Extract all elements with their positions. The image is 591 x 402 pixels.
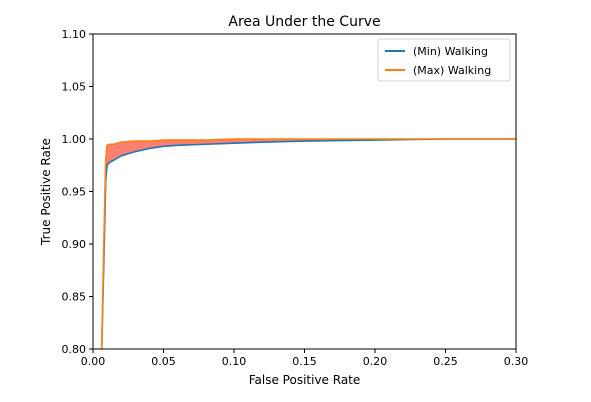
fill-between-area	[101, 139, 516, 349]
plot-clip-group	[100, 138, 516, 349]
plot-area	[100, 138, 516, 349]
y-tick-label: 0.85	[62, 291, 87, 304]
x-tick-label: 0.25	[433, 355, 458, 368]
series-line-0	[100, 138, 516, 349]
x-axis-label: False Positive Rate	[249, 373, 361, 387]
series-line-1	[100, 138, 516, 349]
axis-ticks: 0.00 0.05 0.10 0.15 0.20 0.25 0.30 0.80 0.85 0.90…	[62, 28, 529, 368]
y-tick-label: 0.90	[62, 238, 87, 251]
x-tick-label: 0.10	[222, 355, 247, 368]
y-tick-label: 0.80	[62, 343, 87, 356]
y-axis-label: True Positive Rate	[39, 138, 53, 246]
legend: (Min) Walking (Max) Walking	[377, 38, 511, 82]
chart-title: Area Under the Curve	[228, 14, 380, 30]
x-tick-label: 0.20	[363, 355, 388, 368]
legend-box	[377, 38, 511, 82]
x-tick-label: 0.05	[151, 355, 176, 368]
x-tick-label: 0.15	[292, 355, 317, 368]
y-tick-label: 0.95	[62, 186, 87, 199]
y-tick-label: 1.00	[62, 133, 87, 146]
x-tick-label: 0.00	[81, 355, 106, 368]
legend-entry-label: (Max) Walking	[413, 64, 491, 77]
y-tick-label: 1.10	[62, 28, 87, 41]
legend-entry-label: (Min) Walking	[413, 45, 488, 58]
x-tick-label: 0.30	[504, 355, 529, 368]
y-tick-label: 1.05	[62, 81, 87, 94]
